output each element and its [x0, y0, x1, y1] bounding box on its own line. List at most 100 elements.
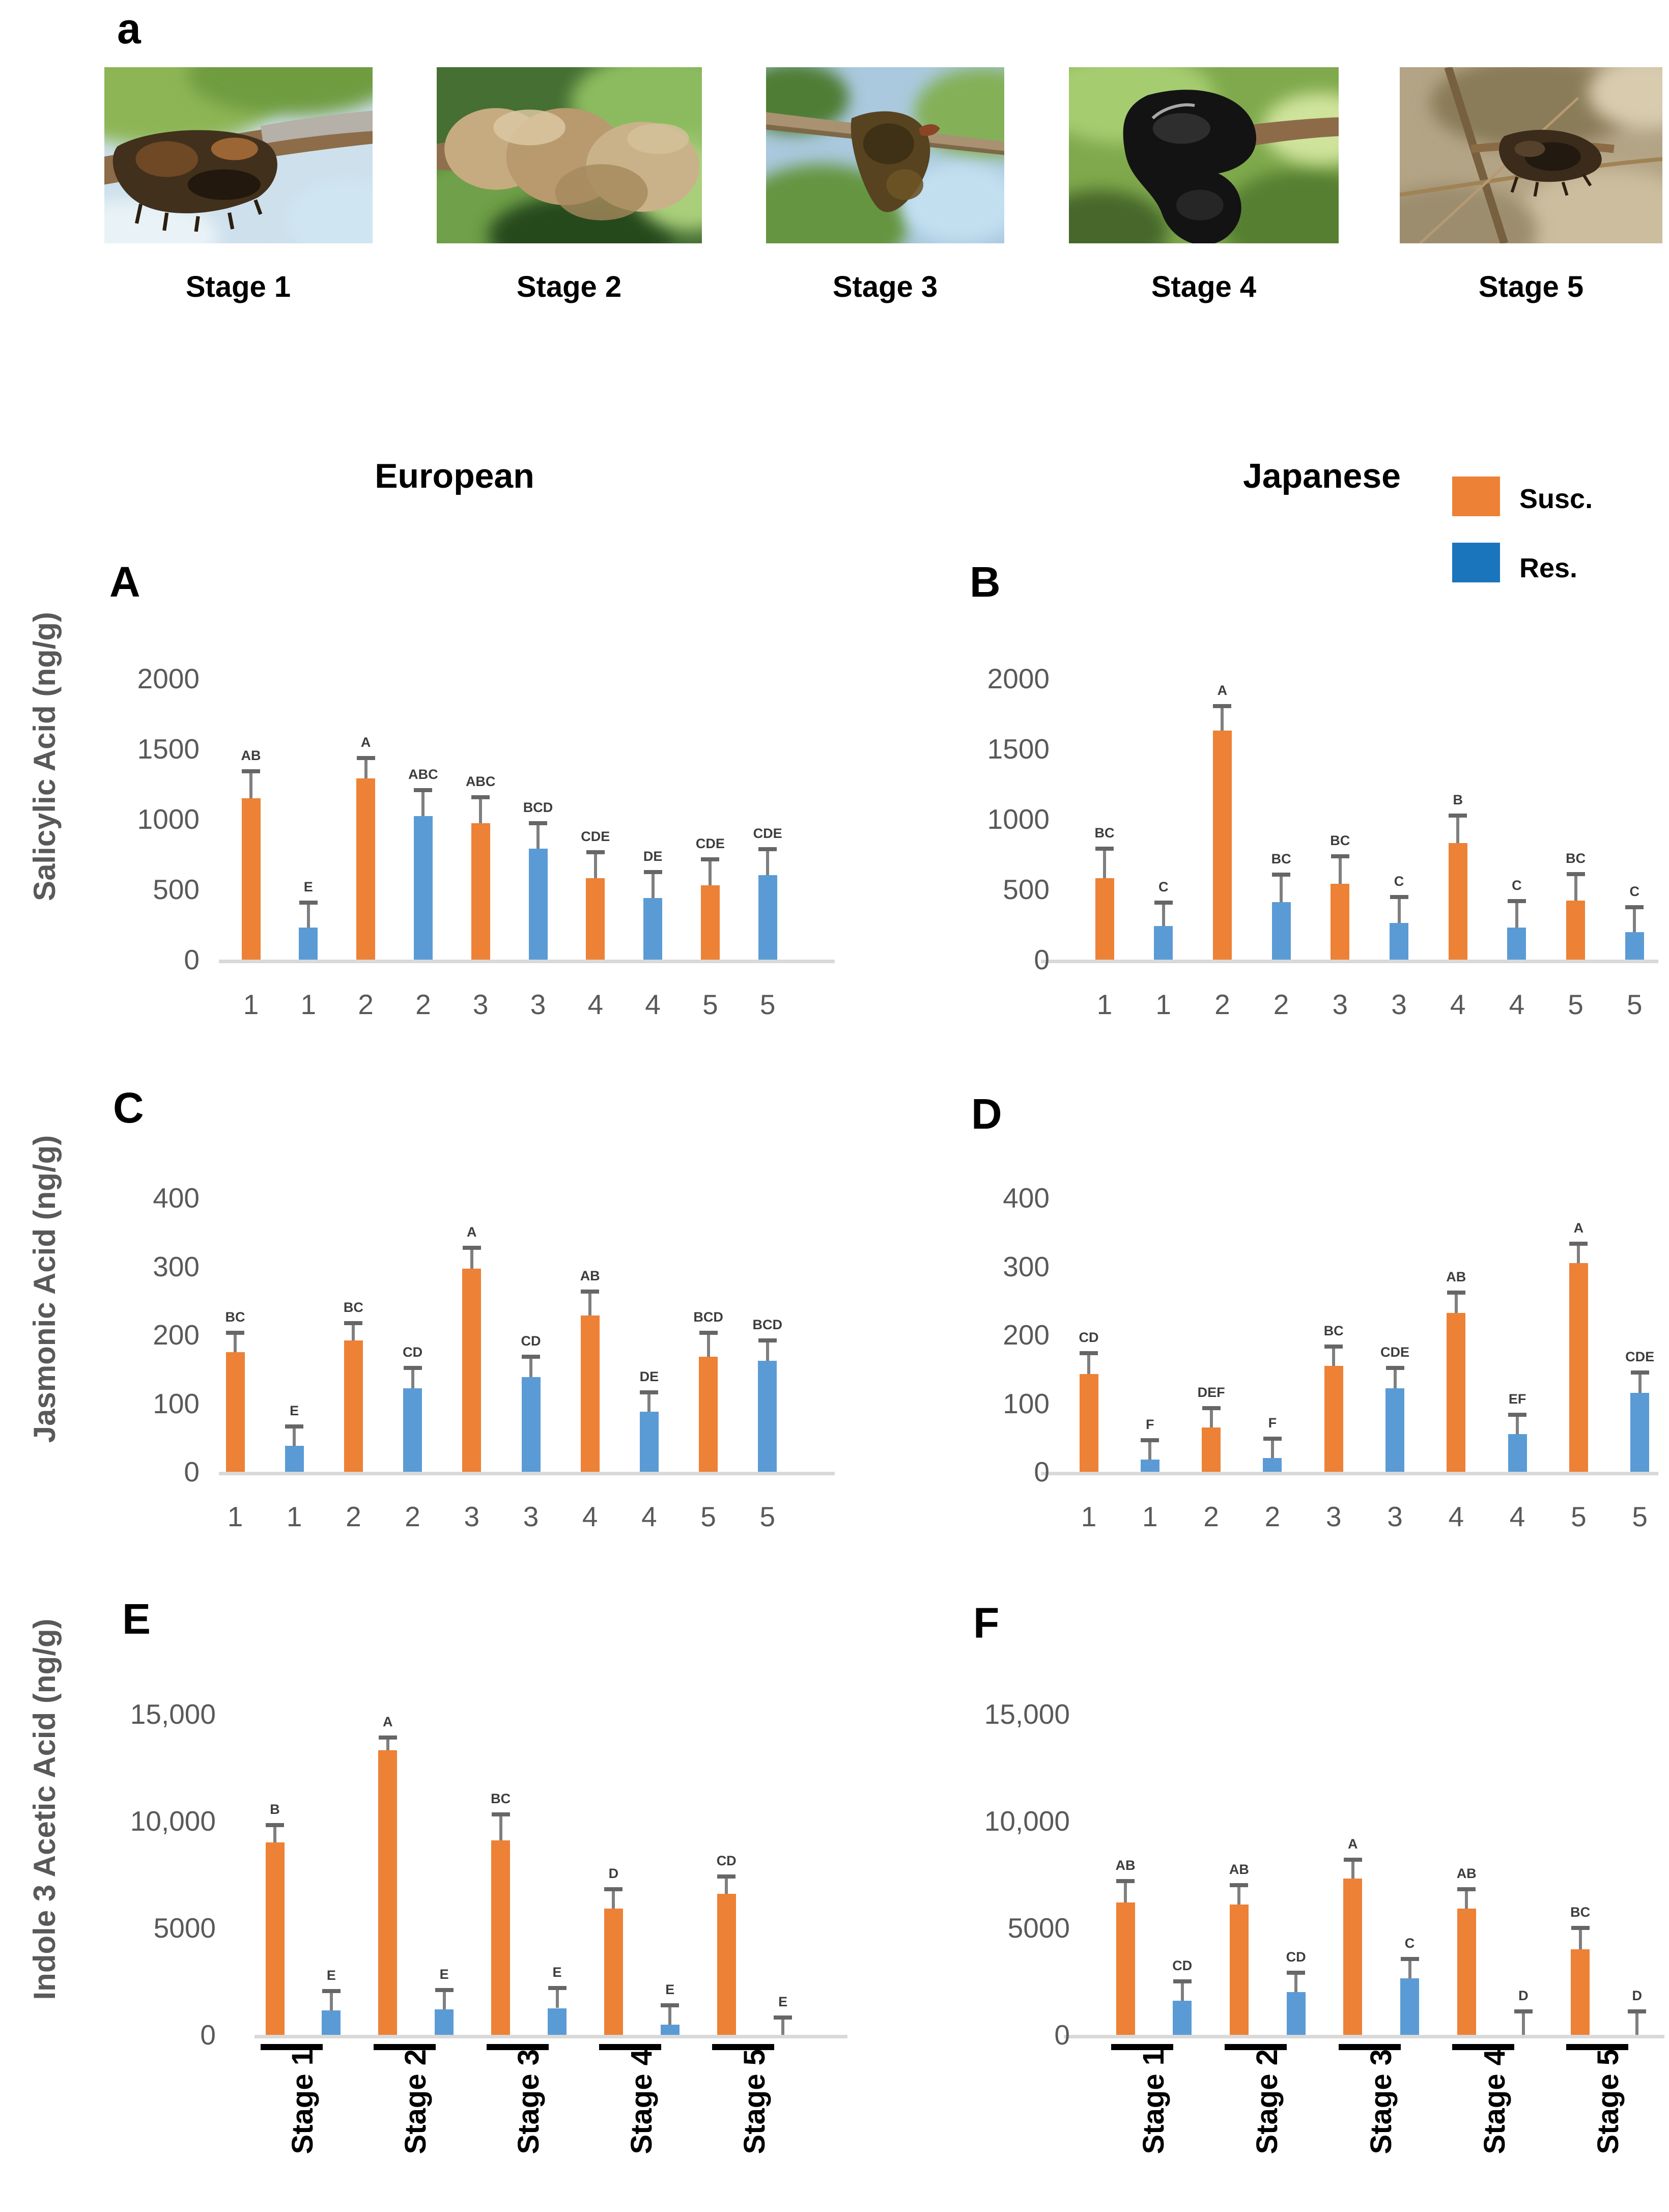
- bar-res-stage2: [435, 2009, 454, 2035]
- significance-letter: BC: [1330, 833, 1350, 849]
- significance-letter: E: [665, 1982, 675, 1998]
- error-bar-line: [1577, 1244, 1580, 1263]
- y-tick-label: 10,000: [130, 1805, 216, 1837]
- x-tick-label: 1: [1096, 989, 1113, 1020]
- x-tick-label: 4: [641, 1501, 657, 1532]
- significance-letter: EF: [1508, 1391, 1526, 1407]
- bar-susc-stage4: [1457, 1909, 1476, 2035]
- y-tick-label: 500: [153, 874, 200, 905]
- error-bar-line: [612, 1889, 615, 1909]
- y-tick-label: 400: [1003, 1182, 1050, 1214]
- error-bar-line: [647, 1392, 651, 1412]
- y-tick-label: 10,000: [984, 1805, 1070, 1837]
- legend-susc-label: Susc.: [1519, 484, 1593, 514]
- x-tick-label: 1: [243, 989, 259, 1020]
- significance-letter: DE: [639, 1368, 659, 1384]
- y-tick-label: 0: [1034, 1456, 1050, 1488]
- stage-group-label: Stage 5: [738, 2049, 771, 2154]
- error-bar-cap: [661, 2003, 680, 2008]
- error-bar-cap: [581, 1290, 600, 1294]
- significance-letter: AB: [1229, 1862, 1249, 1877]
- bar-susc-stage5: [717, 1893, 736, 2035]
- error-bar-cap: [758, 847, 777, 852]
- error-bar-cap: [1447, 1290, 1465, 1295]
- error-bar-line: [249, 771, 252, 798]
- axis-baseline: [1041, 1472, 1658, 1475]
- x-tick-label: 2: [1273, 989, 1289, 1020]
- x-tick-label: 3: [1332, 989, 1348, 1020]
- significance-letter: CDE: [695, 835, 725, 851]
- y-tick-label: 15,000: [130, 1698, 216, 1730]
- stage-group-line: [599, 2044, 662, 2050]
- bar-susc-stage2: [1202, 1427, 1221, 1472]
- error-bar-cap: [1457, 1887, 1476, 1892]
- error-bar-cap: [1514, 2009, 1533, 2013]
- y-tick-label: 0: [184, 944, 200, 975]
- y-tick-label: 200: [153, 1319, 200, 1351]
- bar-susc-stage3: [1324, 1365, 1343, 1472]
- stage-group-label: Stage 5: [1592, 2049, 1625, 2154]
- stage-group-line: [1566, 2044, 1628, 2050]
- significance-letter: CD: [521, 1333, 541, 1349]
- error-bar-cap: [299, 901, 318, 905]
- legend-res-label: Res.: [1519, 553, 1578, 583]
- black-knot-stage4-image: [1069, 67, 1339, 243]
- bar-res-stage3: [548, 2008, 567, 2035]
- bar-susc-stage4: [1448, 843, 1467, 960]
- stage-photo-label: Stage 4: [1151, 270, 1257, 303]
- error-bar-cap: [699, 1330, 718, 1335]
- x-tick-label: 1: [1155, 989, 1171, 1020]
- significance-letter: BC: [1094, 825, 1115, 841]
- significance-letter: E: [439, 1966, 449, 1982]
- error-bar-line: [668, 2005, 672, 2025]
- error-bar-cap: [1173, 1979, 1192, 1983]
- bar-susc-stage5: [700, 885, 720, 960]
- significance-letter: CD: [1079, 1330, 1099, 1346]
- error-bar-line: [709, 859, 712, 885]
- x-tick-label: 2: [1203, 1501, 1219, 1532]
- error-bar-line: [1397, 897, 1401, 923]
- bar-res-stage3: [521, 1377, 541, 1472]
- x-tick-label: 5: [1627, 989, 1643, 1020]
- x-tick-label: 3: [472, 989, 489, 1020]
- x-tick-label: 3: [1391, 989, 1407, 1020]
- bar-susc-stage2: [378, 1750, 398, 2035]
- black-knot-stage2-image: [437, 67, 702, 243]
- error-bar-line: [1465, 1889, 1468, 1909]
- error-bar-line: [442, 1990, 446, 2009]
- bar-res-stage4: [660, 2024, 680, 2035]
- x-tick-label: 1: [300, 989, 317, 1020]
- error-bar-line: [588, 1292, 592, 1316]
- error-bar-cap: [356, 755, 375, 760]
- stage-photo-4: [1069, 67, 1339, 243]
- bar-susc-stage5: [1566, 901, 1586, 960]
- stage-group-line: [1452, 2044, 1515, 2050]
- bar-res-stage2: [1286, 1992, 1306, 2035]
- error-bar-cap: [758, 1338, 777, 1342]
- error-bar-cap: [1385, 1365, 1404, 1370]
- bar-res-stage1: [1140, 1459, 1159, 1472]
- bar-susc-stage4: [580, 1315, 600, 1472]
- y-tick-label: 100: [153, 1387, 200, 1419]
- error-bar-cap: [285, 1424, 304, 1429]
- y-tick-label: 0: [1034, 944, 1050, 975]
- bar-susc-stage3: [491, 1840, 511, 2035]
- stage-photo-1: [104, 67, 373, 243]
- significance-letter: AB: [241, 748, 261, 764]
- error-bar-cap: [1230, 1883, 1249, 1887]
- error-bar-line: [1515, 901, 1518, 928]
- error-bar-line: [293, 1426, 296, 1446]
- significance-letter: E: [290, 1403, 299, 1419]
- significance-letter: CD: [716, 1853, 737, 1869]
- bar-res-stage2: [413, 816, 433, 960]
- x-tick-label: 1: [227, 1501, 243, 1532]
- error-bar-line: [1280, 875, 1283, 902]
- error-bar-line: [1393, 1367, 1397, 1388]
- stage-photo-3: [766, 67, 1004, 243]
- error-bar-line: [1209, 1408, 1213, 1427]
- significance-letter: CDE: [753, 826, 782, 842]
- error-bar-cap: [1628, 2009, 1647, 2013]
- figure-panel-tag: a: [117, 5, 141, 52]
- bar-susc-stage5: [1571, 1949, 1590, 2035]
- significance-letter: BC: [1271, 851, 1291, 867]
